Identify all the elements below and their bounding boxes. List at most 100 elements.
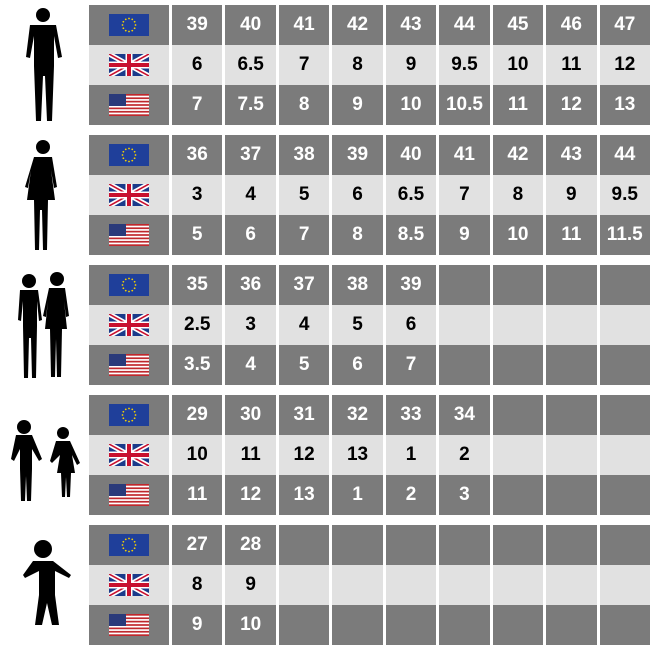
uk-size-row: 6 6.5 7 8 9 9.5 10 11 12 [89,45,650,85]
eu-flag-icon [89,525,169,565]
size-cell: 8 [332,45,383,85]
size-table-women: 36 37 38 39 40 41 42 43 44 3 4 5 6 6.5 7 8 9 9.5 5 6 7 8 8.5 9 1… [89,135,650,255]
eu-size-row: 27 28 [89,525,650,565]
size-cell: 6.5 [385,175,437,215]
size-cell: 42 [332,5,383,45]
size-cell: 12 [225,475,276,515]
size-cell [492,395,544,435]
size-cell: 8 [278,85,330,125]
size-cell: 5 [278,175,330,215]
size-cell: 40 [385,135,437,175]
size-cell: 38 [278,135,330,175]
size-cell: 6 [332,175,383,215]
size-cell: 34 [439,395,490,435]
size-cell [439,345,490,385]
size-cell [546,345,597,385]
us-size-row: 9 10 [89,605,650,645]
us-flag-icon [89,605,169,645]
size-cell: 39 [385,265,437,305]
us-flag-icon [89,475,169,515]
size-cell: 8.5 [385,215,437,255]
uk-size-row: 2.5 3 4 5 6 [89,305,650,345]
uk-flag-icon [89,175,169,215]
size-cell: 11 [492,85,544,125]
size-cell: 10 [492,45,544,85]
size-cell [385,565,437,605]
eu-flag-icon [89,5,169,45]
us-size-row: 11 12 13 1 2 3 [89,475,650,515]
size-cell: 35 [172,265,223,305]
size-cell: 43 [546,135,597,175]
size-cell [492,305,544,345]
us-flag-icon [89,215,169,255]
uk-flag-icon [89,565,169,605]
size-cell [599,305,650,345]
size-cell: 10 [172,435,223,475]
size-cell: 47 [599,5,650,45]
size-cell [492,345,544,385]
uk-flag-icon [89,435,169,475]
size-cell: 3 [439,475,490,515]
size-cell: 45 [492,5,544,45]
eu-size-row: 39 40 41 42 43 44 45 46 47 [89,5,650,45]
size-cell: 27 [172,525,223,565]
size-cell [492,565,544,605]
size-cell: 7.5 [225,85,276,125]
size-cell [599,435,650,475]
size-cell: 11.5 [599,215,650,255]
size-cell [599,605,650,645]
size-cell: 42 [492,135,544,175]
size-cell: 9 [439,215,490,255]
size-cell: 2 [385,475,437,515]
size-cell [546,605,597,645]
size-cell: 1 [332,475,383,515]
size-cell: 6.5 [225,45,276,85]
size-cell: 7 [439,175,490,215]
size-cell [385,525,437,565]
size-cell: 9 [332,85,383,125]
size-cell [546,525,597,565]
man-silhouette-icon [0,5,86,125]
size-cell [546,475,597,515]
size-cell: 12 [278,435,330,475]
size-cell: 13 [332,435,383,475]
size-cell: 46 [546,5,597,45]
size-cell: 37 [225,135,276,175]
size-cell [439,525,490,565]
size-cell: 38 [332,265,383,305]
size-cell: 11 [172,475,223,515]
size-cell: 41 [278,5,330,45]
size-cell [439,305,490,345]
size-cell: 37 [278,265,330,305]
size-cell [546,565,597,605]
eu-size-row: 36 37 38 39 40 41 42 43 44 [89,135,650,175]
size-cell: 9 [225,565,276,605]
size-cell [546,265,597,305]
size-cell: 6 [332,345,383,385]
size-cell [332,605,383,645]
size-cell: 44 [439,5,490,45]
size-cell [278,605,330,645]
size-cell: 6 [225,215,276,255]
size-cell: 40 [225,5,276,45]
size-cell: 9 [385,45,437,85]
size-cell [439,265,490,305]
size-cell: 28 [225,525,276,565]
size-cell [332,525,383,565]
size-cell [546,395,597,435]
size-cell: 9.5 [599,175,650,215]
size-cell: 7 [172,85,223,125]
size-cell [278,525,330,565]
size-cell: 9 [172,605,223,645]
eu-flag-icon [89,265,169,305]
size-cell: 12 [546,85,597,125]
us-size-row: 3.5 4 5 6 7 [89,345,650,385]
size-cell: 43 [385,5,437,45]
us-flag-icon [89,85,169,125]
size-cell [385,605,437,645]
size-cell: 6 [385,305,437,345]
eu-flag-icon [89,135,169,175]
size-cell [546,435,597,475]
size-cell [492,605,544,645]
size-cell: 32 [332,395,383,435]
